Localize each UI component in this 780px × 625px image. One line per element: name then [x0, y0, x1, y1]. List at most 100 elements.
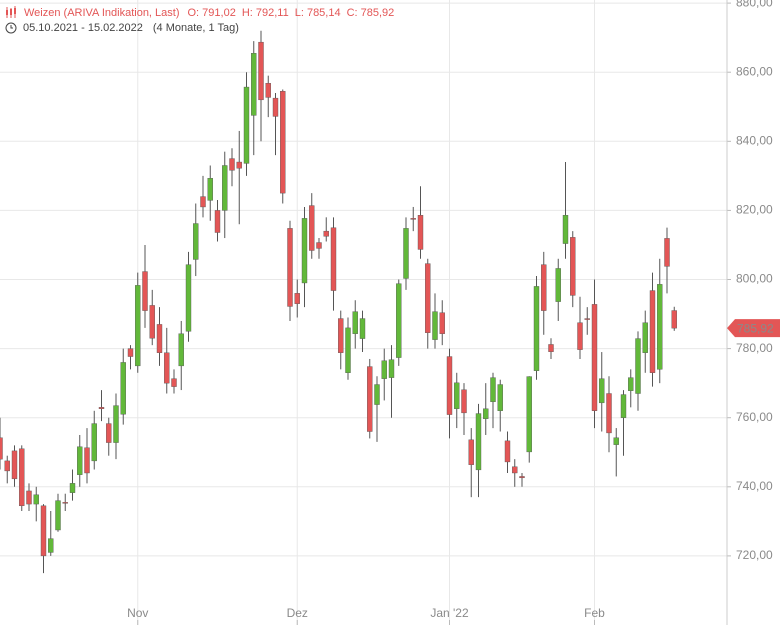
candle-body [425, 263, 431, 333]
candle-body [106, 423, 112, 443]
y-tick-label: 800,00 [736, 272, 773, 286]
candle-body [345, 327, 351, 373]
candle-body [55, 500, 61, 531]
ohlc-open: O: 791,02 [187, 6, 236, 19]
candle-body [649, 290, 656, 373]
candle-body [156, 324, 163, 353]
candle-body [207, 178, 213, 201]
header-period: 05.10.2021 - 15.02.2022 (4 Monate, 1 Tag… [5, 22, 239, 34]
candle-body [193, 223, 199, 260]
candle-body [62, 502, 68, 504]
candle-body [504, 440, 511, 463]
candle-body [135, 285, 141, 367]
date-range: 05.10.2021 - 15.02.2022 [23, 22, 143, 34]
candle-body [84, 447, 90, 474]
candle-body [591, 304, 598, 411]
candle-body [265, 83, 271, 98]
y-tick-label: 740,00 [736, 479, 773, 493]
candle-body [301, 218, 308, 284]
last-price-marker [727, 319, 780, 338]
candle-body [287, 228, 293, 307]
candle-body [606, 393, 612, 434]
candle-body [258, 41, 264, 101]
x-tick-label: Nov [127, 606, 148, 620]
candle-body [671, 310, 677, 329]
candle-body [309, 205, 315, 251]
candle-body [439, 312, 445, 334]
last-price-label: 785,92 [737, 321, 774, 335]
candle-body [48, 538, 54, 553]
y-tick-label: 760,00 [736, 410, 773, 424]
candle-body [381, 360, 387, 379]
candle-body [461, 389, 467, 414]
ohlc-high: H: 792,11 [241, 6, 289, 19]
candle-body [338, 318, 344, 353]
header-series: Weizen (ARIVA Indikation, Last) O: 791,0… [5, 6, 394, 19]
candle-body [4, 460, 10, 472]
candle-body [468, 439, 474, 465]
candle-body [570, 237, 576, 296]
candle-body [91, 423, 97, 462]
candle-body [584, 318, 590, 320]
candle-body [599, 378, 605, 404]
y-tick-label: 880,00 [736, 0, 773, 9]
candle-body [642, 322, 648, 353]
candle-body [577, 322, 583, 350]
candle-body [113, 405, 119, 443]
candle-body [490, 377, 496, 403]
candle-body [164, 352, 170, 384]
candle-body [40, 505, 47, 557]
candle-body [229, 158, 235, 171]
candle-body [120, 362, 126, 415]
candle-body [323, 230, 329, 237]
candle-body [316, 242, 322, 249]
x-tick-label: Jan '22 [430, 606, 469, 620]
candle-icon [6, 6, 16, 18]
candle-body [512, 466, 518, 474]
candle-body [417, 215, 424, 250]
candle-body [432, 311, 438, 340]
candle-body [251, 53, 257, 116]
candle-body [657, 284, 663, 370]
candle-body [555, 268, 561, 302]
candle-body [294, 293, 300, 304]
candle-body [280, 91, 286, 194]
y-tick-label: 820,00 [736, 203, 773, 217]
candle-body [613, 437, 619, 445]
series-name: Weizen (ARIVA Indikation, Last) [24, 6, 180, 19]
candle-body [26, 490, 32, 505]
candle-body [548, 344, 554, 352]
candle-body [533, 286, 540, 371]
candle-body [519, 476, 525, 479]
candle-body [149, 305, 155, 339]
candle-body [396, 283, 402, 358]
candle-body [388, 359, 395, 378]
candle-body [635, 338, 641, 394]
candle-body [541, 264, 547, 311]
candle-body [236, 161, 242, 169]
x-tick-label: Feb [584, 606, 605, 620]
candle-body [454, 382, 460, 409]
candle-body [526, 376, 532, 453]
candle-body [0, 437, 3, 460]
candle-body [497, 384, 503, 411]
clock-icon [5, 22, 17, 34]
candle-body [272, 97, 279, 117]
candle-body [127, 348, 134, 357]
candle-body [359, 318, 366, 339]
candle-body [374, 384, 380, 405]
candle-body [628, 377, 634, 391]
y-tick-label: 780,00 [736, 341, 773, 355]
y-tick-label: 860,00 [736, 64, 773, 78]
candle-body [200, 196, 206, 208]
candle-body [98, 407, 105, 409]
candle-body [178, 333, 184, 367]
candle-body [367, 366, 373, 432]
candle-body [620, 394, 627, 418]
candle-body [69, 483, 76, 493]
y-tick-label: 720,00 [736, 548, 773, 562]
candle-body [243, 86, 250, 164]
candle-body [562, 215, 569, 244]
